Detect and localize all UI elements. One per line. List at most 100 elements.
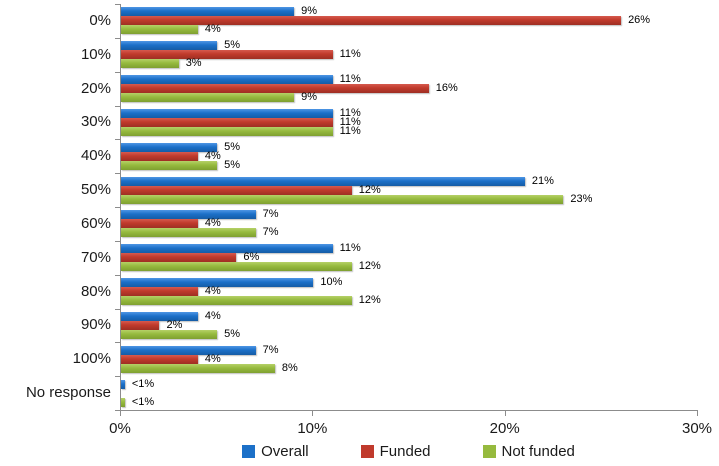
category-label: 30% <box>80 113 111 131</box>
x-axis-tick-label: 10% <box>297 420 328 437</box>
x-axis-tick <box>312 411 314 416</box>
legend-label: Overall <box>261 442 309 460</box>
y-axis-tick <box>115 139 120 141</box>
bar-not-funded <box>121 228 256 238</box>
bar-value-label: 5% <box>224 140 241 153</box>
bar-value-label: 9% <box>301 91 317 104</box>
bar-value-label: 16% <box>435 82 458 95</box>
bar-value-label: 7% <box>262 226 279 239</box>
bar-not-funded <box>121 363 275 373</box>
bar-value-label: 12% <box>358 183 381 196</box>
x-axis-tick <box>504 411 506 416</box>
y-axis-tick <box>115 342 120 344</box>
bar-funded <box>121 117 333 127</box>
bar-funded <box>121 151 198 161</box>
y-axis-tick <box>115 274 120 276</box>
bar-value-label: 3% <box>185 57 202 70</box>
y-axis-tick <box>115 376 120 378</box>
bar-value-label: 2% <box>166 318 183 331</box>
bar-value-label: 7% <box>262 208 279 221</box>
x-axis-tick-label: 20% <box>489 420 520 437</box>
bar-overall <box>121 379 125 389</box>
bar-not-funded <box>121 397 125 407</box>
bar-overall <box>121 142 218 152</box>
bar-not-funded <box>121 25 198 35</box>
bar-not-funded <box>121 160 218 170</box>
bar-value-label: 12% <box>358 294 381 307</box>
bar-not-funded <box>121 194 564 204</box>
bar-funded <box>121 253 237 263</box>
bar-funded <box>121 287 198 297</box>
bar-funded <box>121 185 352 195</box>
bar-funded <box>121 16 622 26</box>
bar-overall <box>121 210 256 220</box>
bar-value-label: <1% <box>131 395 155 408</box>
bar-overall <box>121 345 256 355</box>
bar-value-label: 6% <box>243 251 260 264</box>
y-axis-tick <box>115 37 120 39</box>
bar-value-label: 26% <box>628 14 651 27</box>
x-axis-tick-label: 0% <box>109 420 131 437</box>
bar-value-label: 10% <box>320 276 343 289</box>
bar-value-label: 5% <box>224 39 241 52</box>
category-label: 20% <box>80 79 111 97</box>
bar-overall <box>121 75 333 85</box>
bar-overall <box>121 7 295 17</box>
bar-value-label: 4% <box>204 149 221 162</box>
legend-item-not-funded: Not funded <box>482 442 575 460</box>
category-label: 90% <box>80 316 111 334</box>
bar-value-label: 7% <box>262 343 279 356</box>
bar-funded <box>121 320 160 330</box>
bar-not-funded <box>121 93 295 103</box>
bar-overall <box>121 176 525 186</box>
x-axis-tick <box>120 411 121 416</box>
legend: Overall Funded Not funded <box>120 441 697 461</box>
y-axis-tick <box>115 240 120 242</box>
bar-value-label: 4% <box>204 309 221 322</box>
bar-value-label: 11% <box>339 242 361 255</box>
legend-swatch-icon <box>360 444 374 458</box>
category-label: 60% <box>80 214 111 232</box>
bar-value-label: 21% <box>531 174 554 187</box>
category-label: 10% <box>80 45 111 63</box>
bar-funded <box>121 354 198 364</box>
bar-value-label: 4% <box>204 285 221 298</box>
bar-value-label: 11% <box>339 106 361 119</box>
bar-value-label: 4% <box>204 352 221 365</box>
bar-value-label: 11% <box>339 48 361 61</box>
bar-overall <box>121 278 314 288</box>
category-label: 0% <box>89 11 111 29</box>
bar-value-label: 11% <box>339 115 361 128</box>
x-axis-tick-label: 30% <box>681 420 713 437</box>
category-label: 80% <box>80 282 111 300</box>
bar-overall <box>121 244 333 254</box>
bar-value-label: 12% <box>358 260 381 273</box>
legend-item-funded: Funded <box>360 442 431 460</box>
bar-overall <box>121 108 333 118</box>
y-axis-tick <box>115 207 120 208</box>
bar-funded <box>121 84 429 94</box>
category-label: No response <box>25 384 111 402</box>
bar-value-label: <1% <box>131 377 155 390</box>
y-axis-tick <box>115 410 120 411</box>
category-label: 50% <box>80 181 111 199</box>
legend-label: Funded <box>379 442 431 460</box>
category-label: 40% <box>80 147 111 165</box>
legend-item-overall: Overall <box>242 443 309 460</box>
y-axis-tick <box>115 105 120 107</box>
y-axis-tick <box>115 4 120 5</box>
bar-not-funded <box>121 262 352 272</box>
bar-value-label: 4% <box>204 23 221 36</box>
legend-label: Not funded <box>501 442 575 460</box>
bar-value-label: 5% <box>224 327 241 340</box>
bar-overall <box>121 41 218 51</box>
bar-not-funded <box>121 59 179 69</box>
bar-value-label: 11% <box>339 124 361 137</box>
category-label: 100% <box>72 350 111 368</box>
bar-overall <box>121 311 198 321</box>
x-axis-tick <box>697 411 698 416</box>
bar-value-label: 23% <box>570 192 593 205</box>
y-axis-tick <box>115 173 120 175</box>
bar-value-label: 9% <box>301 5 317 18</box>
